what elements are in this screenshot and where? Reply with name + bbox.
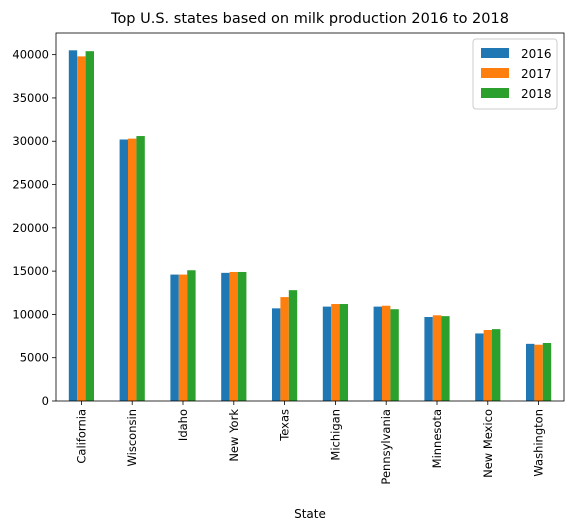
x-tick-label: Pennsylvania	[379, 409, 393, 485]
plot-area: 0 5000 10000 15000 20000 25000 30000 35000 40000…	[12, 32, 565, 485]
x-tick-label: New Mexico	[481, 409, 495, 478]
y-tick-label: 25000	[12, 178, 49, 192]
bar-2016-wisconsin	[119, 139, 128, 401]
bar-2017-wisconsin	[128, 138, 137, 401]
bar-2018-minnesota	[441, 316, 450, 401]
bar-2018-california	[85, 51, 94, 402]
plot-frame	[55, 32, 565, 402]
x-tick-label: California	[74, 409, 88, 464]
legend-label-2016: 2016	[521, 47, 552, 61]
bar-2016-new-mexico	[475, 333, 484, 401]
x-tick-label: Minnesota	[430, 409, 444, 468]
x-tick-label: New York	[227, 409, 241, 462]
bar-2018-wisconsin	[136, 136, 145, 402]
bar-2018-texas	[288, 290, 298, 401]
y-tick-label: 0	[42, 394, 49, 408]
bar-2017-michigan	[331, 304, 340, 401]
bar-2016-washington	[526, 343, 535, 401]
legend: 2016 2017 2018	[472, 38, 558, 110]
legend-swatch-2016	[481, 48, 509, 58]
chart-title: Top U.S. states based on milk production…	[110, 11, 509, 27]
x-tick-label: Washington	[532, 409, 546, 477]
bar-2017-new-york	[229, 271, 238, 401]
bar-2017-washington	[534, 344, 543, 401]
bar-2016-california	[68, 50, 78, 401]
bar-2018-michigan	[339, 304, 348, 401]
y-tick-label: 40000	[12, 48, 49, 62]
bar-2016-pennsylvania	[373, 306, 382, 401]
bar-2018-new-york	[238, 271, 247, 401]
legend-label-2018: 2018	[521, 87, 552, 101]
bar-2016-minnesota	[424, 317, 433, 401]
bar-2017-pennsylvania	[382, 305, 391, 401]
x-tick-label: Texas	[278, 409, 292, 442]
bar-2017-texas	[280, 297, 289, 401]
legend-swatch-2017	[481, 68, 509, 78]
x-axis-label: State	[294, 507, 326, 521]
legend-swatch-2018	[481, 88, 509, 98]
bar-2018-new-mexico	[492, 329, 501, 401]
bar-2018-idaho	[187, 270, 196, 401]
bar-2016-idaho	[170, 274, 179, 401]
y-tick-label: 30000	[12, 134, 49, 148]
x-tick-label: Wisconsin	[125, 409, 139, 466]
bar-2018-pennsylvania	[390, 309, 399, 401]
bar-2017-idaho	[178, 274, 188, 401]
y-tick-label: 15000	[12, 264, 49, 278]
x-tick-label: Michigan	[328, 409, 342, 461]
bar-2017-new-mexico	[483, 330, 492, 401]
bar-2018-washington	[542, 342, 552, 401]
x-tick-label: Idaho	[176, 409, 190, 441]
bar-2016-texas	[272, 308, 281, 401]
bar-2017-california	[77, 56, 86, 401]
legend-label-2017: 2017	[521, 67, 552, 81]
y-tick-label: 5000	[20, 351, 49, 365]
y-tick-label: 20000	[12, 221, 49, 235]
y-tick-label: 35000	[12, 91, 49, 105]
bar-2016-michigan	[322, 306, 332, 401]
y-tick-label: 10000	[12, 307, 49, 321]
bar-2017-minnesota	[432, 315, 442, 401]
bar-2016-new-york	[221, 272, 230, 401]
